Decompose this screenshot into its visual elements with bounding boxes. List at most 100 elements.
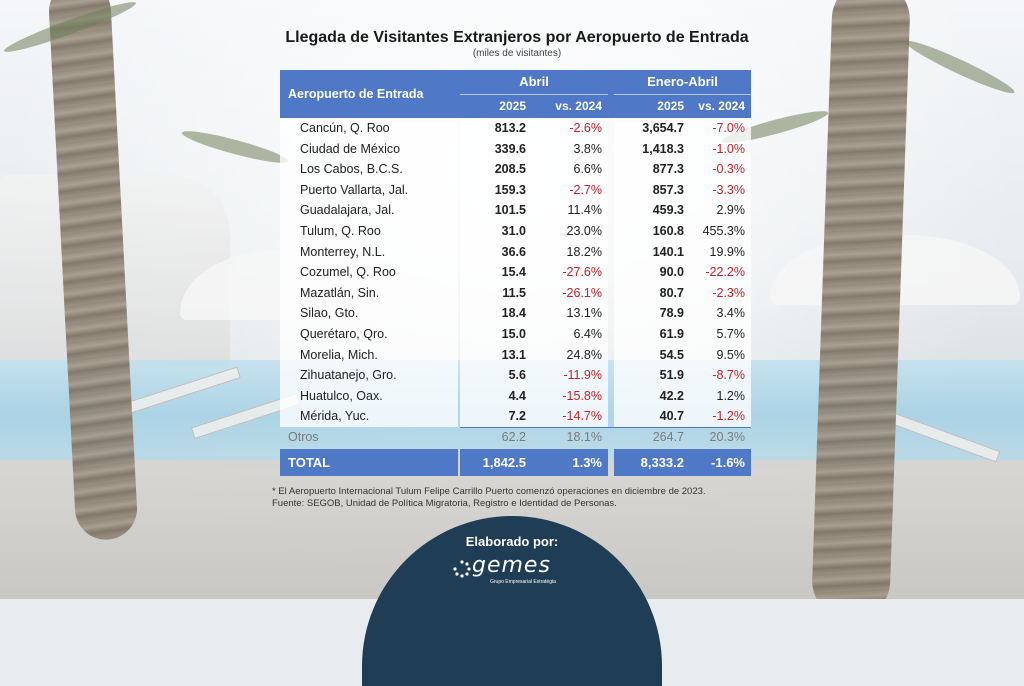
row-background: [460, 241, 608, 263]
row-abril-value: 7.2: [508, 409, 526, 424]
row-abril-change: -11.9%: [563, 368, 602, 383]
row-background: [614, 406, 751, 427]
row-ytd-change: -1.2%: [712, 409, 745, 424]
row-abril-change: 11.4%: [567, 203, 602, 218]
table-row: Silao, Gto. 18.4 13.1% 78.9 3.4%: [280, 303, 751, 324]
row-background: [614, 241, 751, 263]
row-abril-change: 23.0%: [566, 223, 602, 238]
logo-wordmark: gemes: [472, 553, 551, 578]
row-background: [460, 365, 608, 386]
row-abril-change: -2.7%: [569, 182, 602, 197]
row-abril-change: 3.8%: [573, 141, 603, 156]
row-abril-change: -15.8%: [562, 388, 602, 403]
row-ytd-change: -7.0%: [712, 121, 745, 135]
subheader-abril-vs-2024: vs. 2024: [555, 99, 602, 113]
row-ytd-value: 78.9: [659, 306, 684, 321]
table-row: Querétaro, Qro. 15.0 6.4% 61.9 5.7%: [280, 323, 751, 345]
row-background: [460, 220, 608, 242]
row-name: Puerto Vallarta, Jal.: [300, 182, 409, 197]
footer-label: Elaborado por:: [465, 534, 559, 549]
row-background: [460, 344, 608, 366]
source-note: Fuente: SEGOB, Unidad de Política Migrat…: [272, 498, 617, 509]
row-background: [614, 323, 751, 345]
table-row: Cancún, Q. Roo 813.2 -2.6% 3,654.7 -7.0%: [280, 118, 751, 139]
total-label: TOTAL: [288, 454, 331, 470]
row-ytd-change: -2.3%: [712, 285, 745, 300]
row-background: [280, 344, 458, 366]
row-abril-value: 159.3: [494, 182, 526, 197]
row-background: [280, 159, 458, 180]
row-name: Mérida, Yuc.: [300, 409, 370, 424]
row-abril-value: 208.5: [494, 162, 526, 177]
row-background: [280, 200, 458, 221]
gemes-logo: gemes Grupo Empresarial Estratégia: [452, 553, 572, 587]
row-ytd-change: -1.0%: [712, 141, 745, 156]
row-ytd-change: 5.7%: [716, 326, 746, 341]
row-background: [614, 200, 751, 221]
row-abril-value: 4.4: [508, 388, 526, 403]
total-bg: [460, 448, 608, 476]
table-row: Mérida, Yuc. 7.2 -14.7% 40.7 -1.2%: [280, 406, 751, 427]
row-name: Mazatlán, Sin.: [300, 285, 380, 300]
row-background: [460, 118, 608, 139]
row-background: [280, 241, 458, 263]
row-ytd-value: 40.7: [659, 409, 684, 424]
row-background: [614, 179, 751, 201]
row-background: [280, 138, 458, 160]
header-divider: [614, 94, 751, 95]
row-background: [460, 159, 608, 180]
row-abril-value: 813.2: [494, 121, 526, 135]
row-background: [614, 220, 751, 242]
table-row: Morelia, Mich. 13.1 24.8% 54.5 9.5%: [280, 344, 751, 366]
row-ytd-change: -3.3%: [712, 182, 745, 197]
row-name: Tulum, Q. Roo: [300, 223, 381, 238]
table-row-others: Otros 62.2 18.1% 264.7 20.3%: [280, 426, 751, 448]
row-ytd-value: 877.3: [652, 162, 684, 177]
row-ytd-value: 61.9: [659, 326, 684, 341]
table-row: Mazatlán, Sin. 11.5 -26.1% 80.7 -2.3%: [280, 282, 751, 304]
row-abril-value: 62.2: [501, 429, 526, 444]
row-ytd-value: 264.7: [652, 429, 684, 444]
footnote: * El Aeropuerto Internacional Tulum Feli…: [272, 486, 706, 497]
row-background: [614, 282, 751, 304]
row-background: [460, 138, 608, 160]
row-ytd-change: -8.7%: [712, 368, 745, 383]
row-background: [280, 323, 458, 345]
table-row: Tulum, Q. Roo 31.0 23.0% 160.8 455.3%: [280, 220, 751, 242]
row-background: [460, 262, 608, 283]
row-name: Guadalajara, Jal.: [300, 203, 395, 218]
row-ytd-value: 80.7: [659, 285, 684, 300]
row-ytd-value: 160.8: [652, 223, 684, 238]
row-ytd-change: 2.9%: [716, 203, 746, 218]
row-abril-value: 11.5: [502, 285, 526, 300]
table-row: Los Cabos, B.C.S. 208.5 6.6% 877.3 -0.3%: [280, 159, 751, 180]
row-name: Cozumel, Q. Roo: [300, 265, 396, 280]
row-name: Ciudad de México: [300, 141, 401, 156]
table-row-total: TOTAL 1,842.5 1.3% 8,333.2 -1.6%: [280, 448, 751, 476]
page-title: Llegada de Visitantes Extranjeros por Ae…: [285, 29, 749, 46]
subheader-enero-abril-vs-2024: vs. 2024: [698, 99, 745, 113]
row-ytd-change: 1.2%: [716, 388, 746, 403]
total-abril-change: 1.3%: [572, 454, 602, 470]
row-abril-change: -27.6%: [562, 265, 602, 280]
row-name: Los Cabos, B.C.S.: [300, 162, 403, 177]
table-header: Aeropuerto de Entrada Abril Enero-Abril …: [280, 70, 751, 118]
table-row: Guadalajara, Jal. 101.5 11.4% 459.3 2.9%: [280, 200, 751, 221]
row-background: [280, 406, 458, 427]
row-abril-change: 24.8%: [566, 347, 602, 362]
row-ytd-change: -0.3%: [712, 162, 745, 177]
table-row: Ciudad de México 339.6 3.8% 1,418.3 -1.0%: [280, 138, 751, 160]
row-ytd-value: 42.2: [659, 388, 684, 403]
row-background: [614, 118, 751, 139]
row-background: [614, 365, 751, 386]
row-ytd-change: -22.2%: [705, 265, 745, 280]
row-background: [460, 323, 608, 345]
row-name: Monterrey, N.L.: [300, 244, 386, 259]
total-ytd-change: -1.6%: [711, 454, 745, 470]
row-ytd-change: 3.4%: [716, 306, 746, 321]
row-background: [460, 406, 608, 427]
row-abril-value: 339.6: [494, 141, 526, 156]
subheader-abril-2025: 2025: [499, 99, 526, 113]
row-abril-value: 5.6: [508, 368, 526, 383]
subheader-enero-abril-2025: 2025: [657, 99, 684, 113]
